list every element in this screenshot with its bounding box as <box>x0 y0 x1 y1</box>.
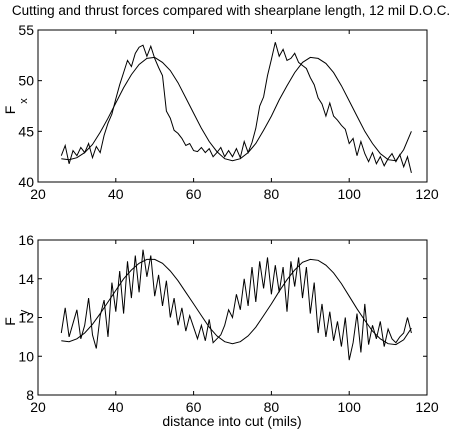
bottom-series-measured-line <box>60 249 412 361</box>
figure-title: Cutting and thrust forces compared with … <box>12 3 450 18</box>
bottom-y-tick-label: 10 <box>18 348 34 364</box>
top-y-axis-label: Fx <box>2 98 30 115</box>
top-y-axis-label-main: F <box>2 106 18 115</box>
top-y-axis-label-sub: x <box>18 98 30 104</box>
bottom-series-fit-line <box>61 258 412 346</box>
bottom-y-axis-label-main: F <box>2 317 18 326</box>
bottom-x-tick-label: 20 <box>30 399 46 415</box>
bottom-x-tick-label: 60 <box>186 399 202 415</box>
top-y-tick-label: 50 <box>18 73 34 89</box>
top-x-tick-label: 20 <box>30 186 46 202</box>
bottom-y-tick-label: 8 <box>26 387 34 403</box>
top-y-tick-label: 40 <box>18 174 34 190</box>
bottom-x-axis-label: distance into cut (mils) <box>162 413 301 429</box>
bottom-panel: 20 40 60 80 100 120 8 10 12 14 16 Fy <box>2 232 439 415</box>
top-series-measured-line <box>60 42 412 174</box>
top-x-tick-label: 40 <box>108 186 124 202</box>
top-x-tick-label: 120 <box>415 186 439 202</box>
bottom-x-tick-label: 80 <box>264 399 280 415</box>
top-x-tick-label: 80 <box>264 186 280 202</box>
top-axes-frame <box>37 29 428 183</box>
top-series-fit-line <box>61 56 412 162</box>
bottom-y-axis-label: Fy <box>2 309 30 326</box>
bottom-y-tick-label: 12 <box>18 310 34 326</box>
bottom-x-tick-label: 40 <box>108 399 124 415</box>
bottom-x-tick-label: 120 <box>415 399 439 415</box>
top-y-tick-label: 45 <box>18 123 34 139</box>
top-y-tick-label: 55 <box>18 22 34 38</box>
bottom-x-tick-label: 100 <box>338 399 362 415</box>
top-x-tick-label: 60 <box>186 186 202 202</box>
top-x-tick-label: 100 <box>338 186 362 202</box>
bottom-y-tick-label: 14 <box>18 271 34 287</box>
bottom-y-axis-label-sub: y <box>18 309 30 315</box>
bottom-y-tick-label: 16 <box>18 232 34 248</box>
